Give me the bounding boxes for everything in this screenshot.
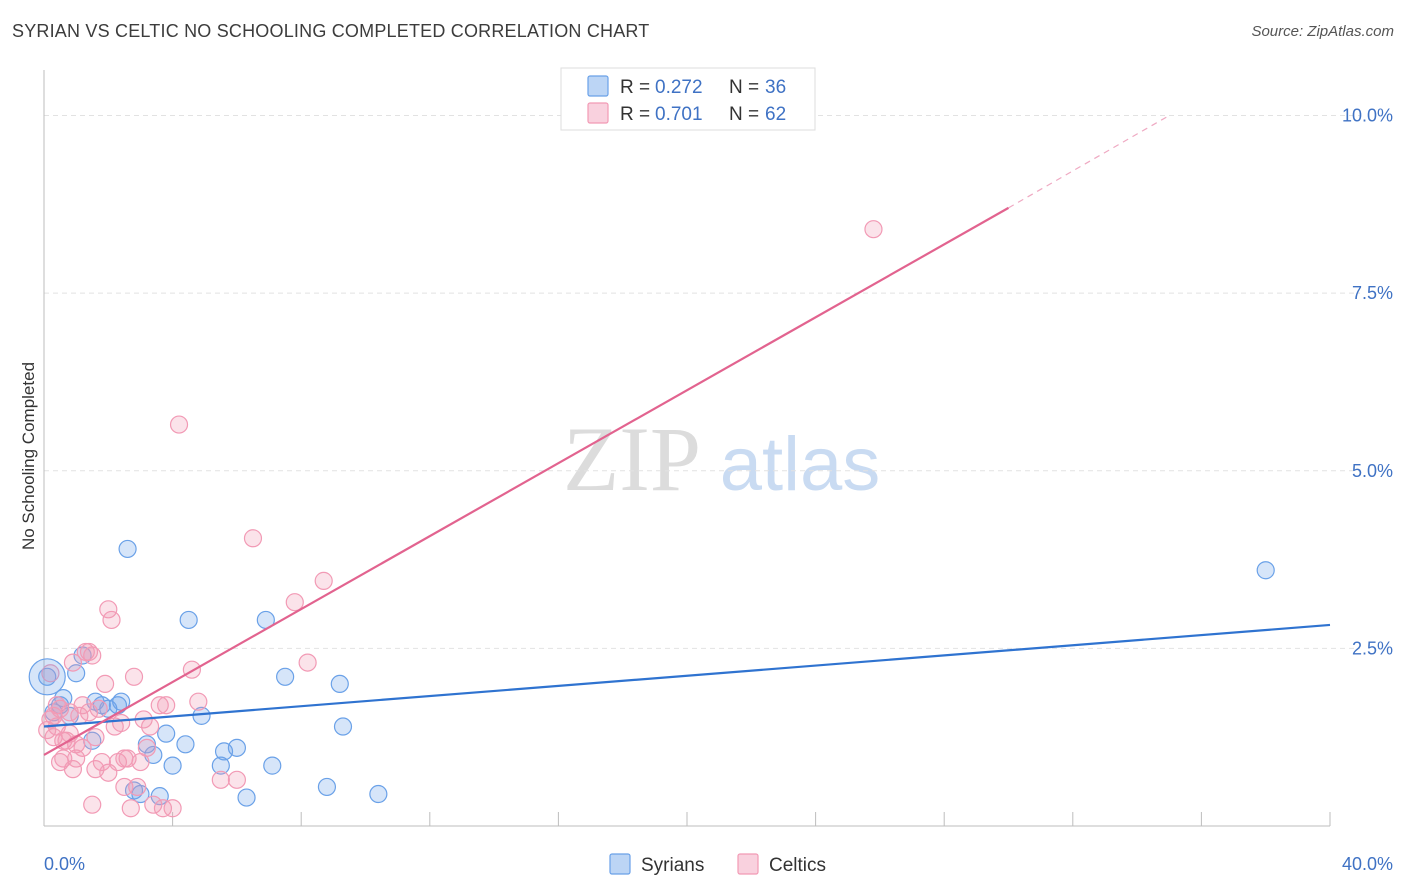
legend-swatch-syrians — [587, 75, 609, 97]
x-tick-label-max: 40.0% — [1342, 854, 1393, 874]
point-syrians — [1256, 561, 1275, 580]
legend-n-label-celtics: N = — [729, 104, 759, 125]
legend-r-label-syrians: R = — [620, 77, 650, 98]
point-syrians — [317, 777, 337, 797]
point-syrians — [179, 610, 198, 630]
point-celtics — [47, 696, 66, 715]
point-celtics — [121, 799, 140, 818]
point-celtics — [50, 699, 70, 718]
data-points — [28, 220, 1275, 818]
point-celtics — [83, 646, 102, 665]
point-celtics — [314, 571, 333, 590]
y-tick-label: 10.0% — [1342, 106, 1393, 126]
point-syrians — [211, 756, 230, 775]
chart-title: SYRIAN VS CELTIC NO SCHOOLING COMPLETED … — [12, 21, 650, 41]
point-syrians — [118, 539, 137, 559]
y-tick-label: 5.0% — [1352, 461, 1393, 481]
y-tick-label: 7.5% — [1352, 283, 1393, 303]
point-celtics — [864, 220, 883, 239]
y-tick-label: 2.5% — [1352, 638, 1393, 658]
point-syrians — [237, 788, 256, 807]
chart-source: Source: ZipAtlas.com — [1251, 23, 1394, 40]
point-celtics — [243, 529, 263, 548]
point-celtics — [144, 795, 163, 814]
legend-r-value-celtics: 0.701 — [655, 104, 703, 125]
x-tick-label-min: 0.0% — [44, 854, 85, 874]
series-legend-swatch-celtics — [737, 853, 759, 875]
legend-n-value-celtics: 62 — [765, 104, 786, 125]
point-celtics — [227, 770, 246, 789]
point-celtics — [102, 610, 121, 630]
point-celtics — [89, 699, 108, 718]
point-celtics — [95, 674, 115, 694]
point-celtics — [99, 600, 118, 619]
legend-n-value-syrians: 36 — [765, 77, 786, 98]
point-celtics — [79, 703, 99, 722]
point-celtics — [63, 653, 83, 672]
point-syrians — [163, 756, 182, 775]
point-syrians — [263, 756, 282, 775]
point-celtics — [150, 696, 169, 715]
point-celtics — [298, 653, 317, 672]
point-celtics — [128, 777, 147, 797]
y-axis-tick-labels: 2.5% 5.0% 7.5% 10.0% — [1342, 106, 1393, 659]
point-celtics — [44, 706, 63, 725]
point-celtics — [211, 770, 230, 789]
legend-r-label-celtics: R = — [620, 104, 650, 125]
point-celtics — [115, 777, 134, 797]
trend-extension-celtics — [1008, 115, 1170, 209]
point-syrians — [330, 674, 349, 694]
watermark-zip: ZIP — [563, 408, 701, 510]
point-syrians — [333, 717, 353, 736]
trend-line-syrians — [43, 623, 1331, 728]
point-celtics — [169, 415, 189, 434]
watermark-atlas: atlas — [720, 422, 881, 507]
y-axis-label: No Schooling Completed — [19, 362, 38, 550]
point-syrians — [176, 735, 195, 754]
point-celtics — [54, 749, 73, 768]
point-celtics — [86, 728, 105, 747]
point-celtics — [92, 752, 111, 772]
point-syrians — [157, 724, 176, 743]
point-celtics — [157, 696, 176, 715]
legend-box — [560, 67, 816, 131]
point-syrians-large — [28, 658, 66, 696]
point-celtics — [73, 738, 92, 757]
point-syrians — [38, 667, 57, 686]
point-celtics — [285, 593, 304, 612]
point-syrians — [227, 738, 246, 757]
point-celtics — [140, 717, 160, 736]
point-celtics — [112, 713, 131, 733]
legend-r-value-syrians: 0.272 — [655, 77, 703, 98]
point-syrians — [369, 784, 388, 804]
point-celtics — [153, 799, 173, 818]
legend-n-label-syrians: N = — [729, 77, 759, 98]
legend-swatch-celtics — [587, 102, 609, 124]
series-legend-label-syrians: Syrians — [641, 855, 704, 876]
x-axis-ticks — [43, 812, 1331, 826]
point-celtics — [41, 664, 60, 683]
point-celtics — [124, 667, 144, 686]
point-syrians — [276, 667, 295, 686]
point-celtics — [189, 692, 208, 711]
trend-line-celtics — [43, 206, 1010, 756]
point-celtics — [83, 795, 102, 814]
trend-lines — [43, 115, 1331, 756]
point-syrians — [67, 664, 86, 683]
point-celtics — [163, 799, 182, 818]
series-legend: Syrians Celtics — [609, 853, 826, 876]
point-celtics — [137, 738, 156, 757]
correlation-legend: R = 0.272 N = 36 R = 0.701 N = 62 — [560, 67, 816, 131]
point-celtics — [79, 642, 99, 662]
point-celtics — [67, 749, 86, 768]
series-legend-label-celtics: Celtics — [769, 855, 826, 876]
series-legend-swatch-syrians — [609, 853, 631, 875]
point-syrians — [192, 706, 211, 725]
